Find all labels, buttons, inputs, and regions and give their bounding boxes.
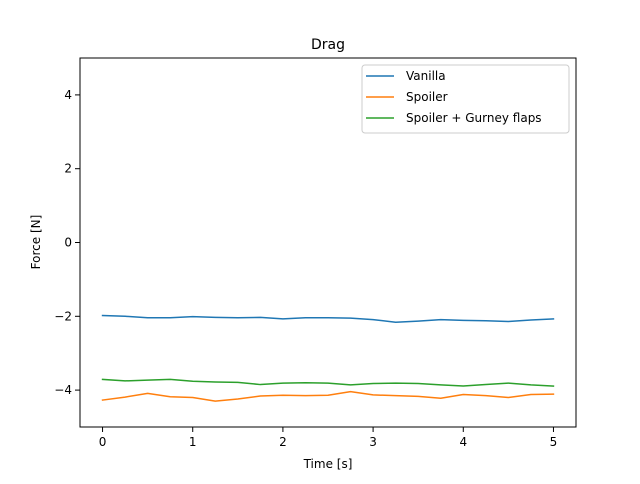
legend-frame xyxy=(361,64,570,134)
x-tick-label: 5 xyxy=(550,435,558,449)
series-line-1 xyxy=(101,314,555,323)
x-tick-label: 4 xyxy=(459,435,467,449)
legend-label: Spoiler xyxy=(406,90,448,104)
y-tick-label: 0 xyxy=(64,236,72,250)
series-layer xyxy=(101,314,555,402)
x-tick-label: 0 xyxy=(99,435,107,449)
legend-items: Vanilla Spoiler Spoiler + Gurney flaps xyxy=(366,69,542,125)
legend: Vanilla Spoiler Spoiler + Gurney flaps xyxy=(361,64,570,134)
x-axis-ticks: 0 1 2 3 4 5 xyxy=(99,427,558,449)
legend-label: Vanilla xyxy=(406,69,446,83)
y-axis-ticks: −4 −2 0 2 4 xyxy=(54,88,80,397)
series-line-2 xyxy=(101,390,555,402)
x-tick-label: 2 xyxy=(279,435,287,449)
legend-label: Spoiler + Gurney flaps xyxy=(406,111,542,125)
x-tick-label: 1 xyxy=(189,435,197,449)
y-tick-label: 2 xyxy=(64,162,72,176)
series-line-3 xyxy=(101,378,555,387)
x-tick-label: 3 xyxy=(369,435,377,449)
y-tick-label: −2 xyxy=(54,309,72,323)
x-axis-label: Time [s] xyxy=(303,457,353,471)
y-tick-label: 4 xyxy=(64,88,72,102)
chart-title: Drag xyxy=(311,37,345,53)
y-axis-label: Force [N] xyxy=(29,215,43,270)
y-tick-label: −4 xyxy=(54,383,72,397)
